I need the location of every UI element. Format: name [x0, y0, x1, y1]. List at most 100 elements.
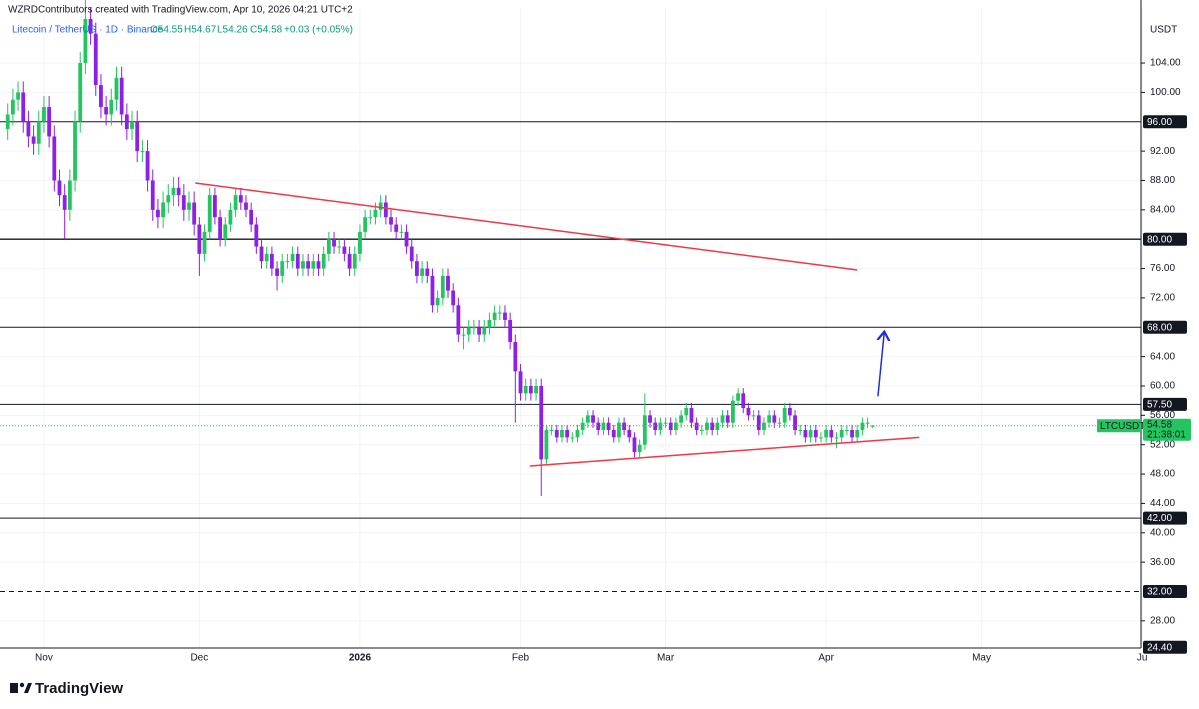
candle-body — [684, 408, 689, 416]
ohlc-low: L54.26 — [217, 25, 248, 36]
level-box — [1143, 511, 1187, 525]
candle-body — [632, 437, 637, 453]
candle-body — [839, 430, 844, 438]
candle-body — [611, 430, 616, 438]
candle-body — [808, 430, 813, 438]
candle-body — [596, 422, 601, 431]
candle-body — [725, 415, 730, 423]
candle-body — [358, 231, 362, 254]
candle-body — [435, 297, 440, 306]
candle-body — [819, 437, 823, 439]
candle-body — [440, 275, 445, 298]
candle-body — [782, 408, 787, 423]
y-tick-label: 100.00 — [1150, 87, 1181, 98]
y-tick-label: 40.00 — [1150, 527, 1175, 538]
candle-body — [228, 209, 233, 225]
candle-body — [570, 437, 575, 439]
candle-body — [249, 209, 254, 225]
candle-body — [114, 77, 119, 100]
candle-body — [394, 224, 399, 232]
price-tag-label: 54.58 — [1147, 419, 1172, 430]
logo — [10, 682, 32, 693]
candle-body — [21, 92, 26, 122]
candle-body — [306, 261, 311, 269]
y-tick-label: 56.00 — [1150, 410, 1175, 421]
price-tag — [1143, 418, 1191, 441]
candle-body — [269, 253, 274, 269]
candle-body — [648, 415, 652, 423]
candle-body — [373, 209, 378, 218]
candle-body — [223, 224, 228, 240]
candle-body — [342, 246, 347, 254]
candle-body — [663, 422, 668, 424]
x-tick-label: Apr — [818, 653, 834, 664]
candle-body — [321, 253, 326, 269]
candle-body — [715, 422, 720, 431]
candle-body — [772, 415, 777, 423]
y-tick-label: 52.00 — [1150, 439, 1175, 450]
candle-body — [565, 430, 570, 438]
attribution: WZRDContributors created with TradingVie… — [8, 5, 353, 16]
candle-body — [140, 151, 145, 153]
y-tick-label: 36.00 — [1150, 557, 1175, 568]
y-tick-label: 28.00 — [1150, 615, 1175, 626]
candle-body — [508, 319, 513, 342]
candle-body — [870, 425, 875, 427]
candle-body — [83, 19, 88, 64]
level-box — [1143, 397, 1187, 411]
candle-body — [425, 268, 430, 276]
candle-body — [601, 422, 606, 431]
candle-body — [777, 422, 782, 424]
y-tick-label: 92.00 — [1150, 146, 1175, 157]
ohlc-high: H54.67 — [184, 25, 217, 36]
candle-body — [720, 415, 725, 423]
candle-body — [31, 136, 36, 144]
x-tick-label: Ju — [1137, 653, 1148, 664]
candle-body — [47, 107, 52, 137]
candle-body — [347, 253, 352, 269]
candle-body — [834, 437, 839, 439]
candle-body — [409, 246, 414, 262]
arrow — [878, 333, 884, 397]
candle-body — [705, 422, 709, 431]
candle-body — [679, 415, 683, 423]
y-tick-label: 104.00 — [1150, 58, 1181, 69]
candle-body — [171, 187, 176, 196]
candle-body — [238, 195, 243, 203]
candle-body — [207, 195, 212, 232]
candle-body — [798, 430, 803, 432]
candle-body — [275, 268, 279, 276]
level-label: 68.00 — [1147, 322, 1172, 333]
candle-body — [503, 312, 507, 320]
level-label: 80.00 — [1147, 234, 1172, 245]
candle-body — [803, 430, 808, 438]
candle-body — [202, 231, 207, 254]
candle-body — [668, 422, 673, 431]
candle-body — [622, 422, 627, 431]
trend-line — [529, 436, 920, 467]
ohlc-close: C54.58 — [250, 25, 283, 36]
candle-body — [451, 290, 456, 306]
candle-body — [554, 430, 559, 438]
candle-body — [295, 253, 300, 269]
candle-body — [36, 121, 41, 144]
candle-body — [829, 430, 834, 438]
candle-body — [513, 341, 518, 372]
y-tick-label: 76.00 — [1150, 263, 1175, 274]
candle-body — [627, 430, 632, 438]
candle-body — [337, 246, 342, 248]
candle-body — [539, 385, 544, 460]
candle-body — [699, 430, 704, 432]
candle-body — [88, 19, 93, 34]
candle-body — [109, 99, 114, 115]
candle-body — [399, 231, 404, 233]
candle-body — [93, 33, 98, 86]
candle-body — [580, 422, 585, 431]
candle-body — [736, 393, 740, 401]
candle-body — [497, 312, 502, 314]
candle-body — [197, 224, 202, 254]
candle-body — [73, 121, 77, 181]
candle-body — [10, 99, 15, 115]
y-tick-label: 44.00 — [1150, 498, 1175, 509]
